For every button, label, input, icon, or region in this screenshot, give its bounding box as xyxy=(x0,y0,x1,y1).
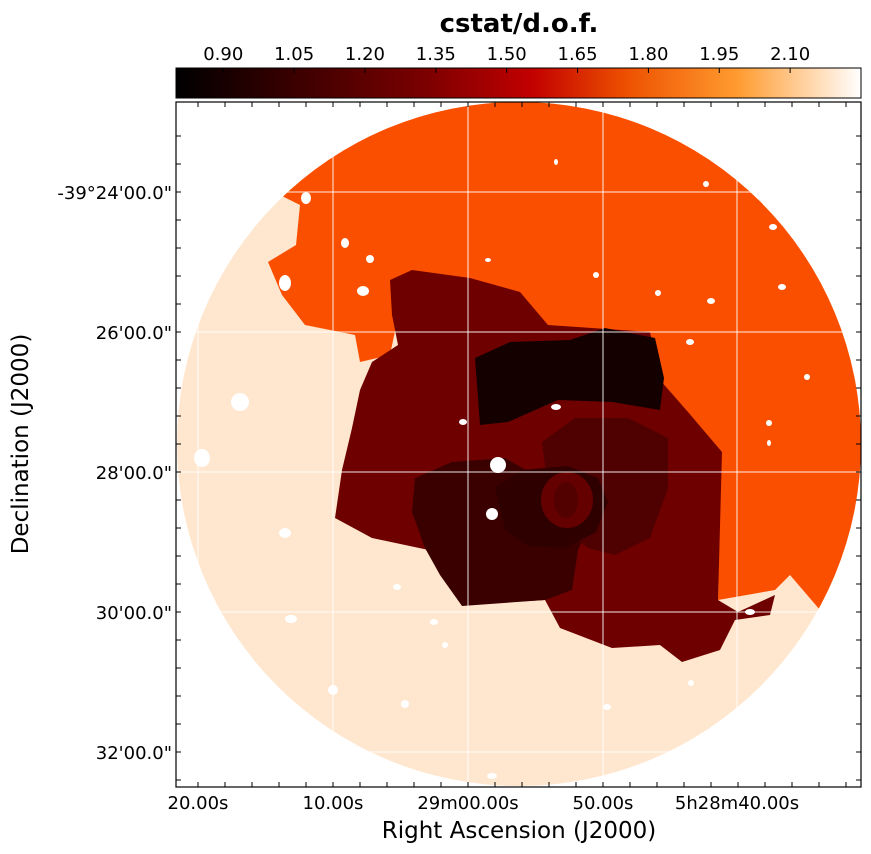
colorbar-tick-label: 2.10 xyxy=(770,44,810,65)
x-axis: 20.00s 10.00s 29m00.00s 50.00s 5h28m40.0… xyxy=(168,793,800,844)
x-tick-label: 10.00s xyxy=(303,793,364,814)
colorbar-tick-label: 1.65 xyxy=(558,44,598,65)
x-tick-label: 50.00s xyxy=(573,793,634,814)
map-panel xyxy=(175,101,862,788)
colorbar-title: cstat/d.o.f. xyxy=(440,9,599,39)
colorbar-tick-label: 1.05 xyxy=(274,44,314,65)
colorbar-tick-label: 1.50 xyxy=(487,44,527,65)
colorbar-ticks: 0.90 1.05 1.20 1.35 1.50 1.65 1.80 1.95 2.10 xyxy=(203,44,810,73)
masked-sources xyxy=(194,159,810,779)
colorbar-tick-label: 1.95 xyxy=(699,44,739,65)
y-tick-label: 32'00.0" xyxy=(96,743,172,764)
colorbar xyxy=(175,67,862,99)
y-axis-label: Declination (J2000) xyxy=(8,334,34,555)
cstat-map xyxy=(177,102,861,786)
y-tick-label: -39°24'00.0" xyxy=(57,183,172,204)
y-tick-label: 28'00.0" xyxy=(96,463,172,484)
x-axis-label: Right Ascension (J2000) xyxy=(382,818,657,844)
colorbar-tick-label: 0.90 xyxy=(203,44,243,65)
y-tick-label: 26'00.0" xyxy=(96,323,172,344)
region-north-cap xyxy=(475,328,664,425)
colorbar-tick-label: 1.80 xyxy=(628,44,668,65)
minor-ticks xyxy=(176,102,861,787)
colorbar-tick-label: 1.35 xyxy=(416,44,456,65)
coordinate-grid xyxy=(176,102,861,787)
region-outer-north-east xyxy=(268,102,861,610)
x-tick-label: 5h28m40.00s xyxy=(675,793,799,814)
x-tick-label: 29m00.00s xyxy=(417,793,518,814)
x-tick-label: 20.00s xyxy=(168,793,229,814)
core-shadow xyxy=(554,482,578,518)
y-axis: -39°24'00.0" 26'00.0" 28'00.0" 30'00.0" … xyxy=(8,183,172,764)
y-tick-label: 30'00.0" xyxy=(96,603,172,624)
colorbar-tick-label: 1.20 xyxy=(345,44,385,65)
